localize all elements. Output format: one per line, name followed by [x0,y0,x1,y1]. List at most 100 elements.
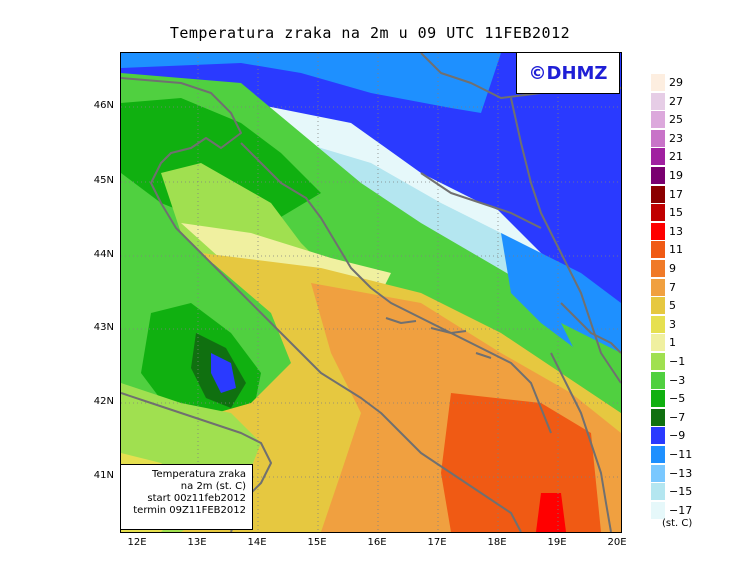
legend-label: 1 [669,336,676,350]
legend-label: −3 [669,373,686,387]
legend-label: −13 [669,466,693,480]
legend-row: 3 [651,315,735,333]
longitude-label: 19E [547,537,567,548]
legend-swatch [651,185,665,203]
legend-label: −11 [669,448,693,461]
legend-swatch [651,353,665,370]
latitude-label: 43N [93,322,114,333]
italy-cold-spot [211,353,236,393]
legend-label: 27 [669,94,683,108]
legend-swatch [651,427,665,445]
legend-swatch [651,464,665,482]
legend-label: −17 [669,503,693,517]
latitude-label: 41N [93,470,114,481]
legend-label: 19 [669,169,683,182]
legend-swatch [651,260,665,277]
legend-row: 23 [651,129,735,147]
legend-units: (st. C) [662,518,693,529]
legend-label: 13 [669,224,683,238]
info-line-2: na 2m (st. C) [180,481,246,492]
legend-swatch [651,371,665,389]
legend-swatch [651,390,665,408]
legend-label: 9 [669,262,676,275]
longitude-label: 17E [427,537,447,548]
legend-row: 27 [651,92,735,110]
legend-swatch [651,315,665,333]
legend-swatch [651,129,665,147]
latitude-label: 44N [93,249,114,260]
legend-swatch [651,446,665,463]
legend-label: −1 [669,355,686,368]
longitude-label: 14E [247,537,267,548]
legend-row: 13 [651,222,735,240]
legend-swatch [651,148,665,166]
legend-swatch [651,222,665,240]
legend-row: 25 [651,111,735,129]
legend-row: 9 [651,260,735,277]
legend-label: −7 [669,410,686,424]
legend-row: 21 [651,148,735,166]
longitude-label: 18E [487,537,507,548]
legend-row: 15 [651,204,735,222]
temperature-map [120,52,622,533]
legend-swatch [651,278,665,296]
legend-row: −5 [651,390,735,408]
balkan-cold [461,53,621,313]
legend-row: 17 [651,185,735,203]
legend-label: −15 [669,485,693,499]
legend-label: 25 [669,113,683,127]
dhmz-logo: ©DHMZ [516,52,620,94]
latitude-label: 46N [93,100,114,111]
legend-swatch [651,483,665,501]
balkan-green [561,323,621,413]
legend-swatch [651,74,665,91]
legend-row: −15 [651,483,735,501]
info-line-4: termin 09Z11FEB2012 [133,505,246,516]
legend-label: 29 [669,76,683,89]
legend-row: −7 [651,408,735,426]
temperature-field [121,53,621,532]
legend-swatch [651,111,665,129]
longitude-label: 12E [127,537,147,548]
legend-row: −17 [651,501,735,519]
legend-row: 29 [651,74,735,91]
info-line-3: start 00z11feb2012 [147,493,246,504]
legend-label: 23 [669,131,683,145]
legend-swatch [651,334,665,352]
legend-swatch [651,241,665,259]
legend-label: 3 [669,317,676,331]
longitude-label: 16E [367,537,387,548]
legend-row: −3 [651,371,735,389]
legend-row: −11 [651,446,735,463]
legend-swatch [651,501,665,519]
legend-row: −13 [651,464,735,482]
hot-spot [536,493,566,532]
legend-label: 5 [669,299,676,313]
legend-label: 11 [669,243,683,257]
graticule [121,53,621,532]
legend-swatch [651,297,665,315]
longitude-label: 20E [607,537,627,548]
longitude-label: 13E [187,537,207,548]
legend-row: −9 [651,427,735,445]
legend-label: 7 [669,280,676,294]
legend-row: 1 [651,334,735,352]
latitude-label: 45N [93,175,114,186]
info-line-1: Temperatura zraka [152,469,246,480]
legend-row: 11 [651,241,735,259]
map-title: Temperatura zraka na 2m u 09 UTC 11FEB20… [169,24,571,42]
legend-row: −1 [651,353,735,370]
legend-swatch [651,92,665,110]
info-box: Temperatura zraka na 2m (st. C) start 00… [120,464,253,530]
legend-label: 17 [669,187,683,201]
legend-swatch [651,167,665,184]
legend-row: 5 [651,297,735,315]
legend-label: 21 [669,150,683,164]
legend-swatch [651,408,665,426]
latitude-label: 42N [93,396,114,407]
legend-label: 15 [669,206,683,220]
legend-swatch [651,204,665,222]
legend-row: 19 [651,167,735,184]
legend-label: −5 [669,392,686,406]
legend-label: −9 [669,429,686,443]
